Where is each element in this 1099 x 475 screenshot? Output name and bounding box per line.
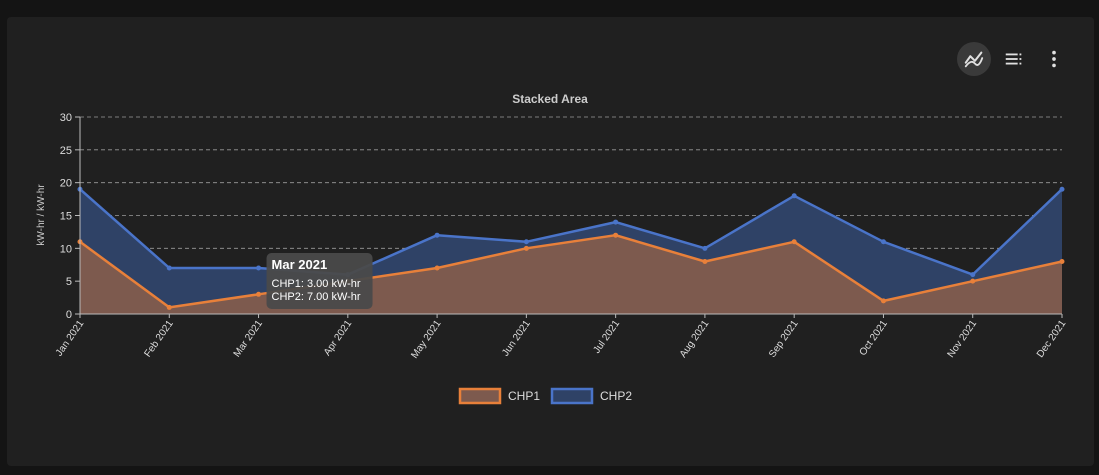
point-chp1[interactable] [791,239,797,245]
point-chp2[interactable] [523,239,529,245]
chart-toolbar [957,42,1071,76]
point-chp2[interactable] [970,272,976,278]
point-chp1[interactable] [1059,258,1065,264]
point-chp1[interactable] [434,265,440,271]
chart-type-button[interactable] [957,42,991,76]
point-chp1[interactable] [970,278,976,284]
tooltip-line: CHP2: 7.00 kW-hr [272,291,361,303]
point-chp1[interactable] [256,291,262,297]
x-tick-label: Nov 2021 [946,318,980,360]
line-chp1 [79,233,1063,309]
point-chp2[interactable] [880,239,886,245]
chart-type-icon [964,51,984,68]
point-chp2[interactable] [434,232,440,238]
x-tick-label: May 2021 [409,318,443,361]
legend-list-button[interactable] [997,42,1031,76]
chart-title: Stacked Area [512,92,588,106]
point-chp2[interactable] [613,219,619,225]
point-chp1[interactable] [166,304,172,310]
more-vert-icon [1052,50,1056,68]
point-chp1[interactable] [880,298,886,304]
legend-item-chp1[interactable]: CHP1 [458,387,540,405]
x-tick-label: Jan 2021 [54,318,87,358]
tooltip-box [266,253,373,309]
y-tick-label: 0 [66,309,72,321]
x-tick-label: Mar 2021 [232,318,265,359]
x-tick-label: Oct 2021 [858,318,891,358]
x-tick-label: Aug 2021 [678,318,712,360]
point-chp2[interactable] [702,245,708,251]
legend-swatch [550,387,594,405]
legend-swatch [458,387,502,405]
list-icon [1005,53,1022,65]
y-tick-label: 25 [60,145,72,157]
point-chp2[interactable] [791,193,797,199]
point-chp2[interactable] [1059,186,1065,192]
point-chp2[interactable] [166,265,172,271]
x-tick-label: Sep 2021 [767,318,801,360]
legend-label: CHP2 [600,389,632,403]
x-tick-label: Jul 2021 [591,318,622,356]
legend-label: CHP1 [508,389,540,403]
y-tick-label: 15 [60,211,72,223]
y-tick-label: 10 [60,243,72,255]
point-chp1[interactable] [613,232,619,238]
legend-item-chp2[interactable]: CHP2 [550,387,632,405]
y-tick-label: 5 [66,276,72,288]
point-chp1[interactable] [523,245,529,251]
y-tick-label: 20 [60,178,72,190]
point-chp1[interactable] [702,258,708,264]
tooltip-title: Mar 2021 [272,257,328,272]
point-chp2[interactable] [256,265,262,271]
line-chp2 [79,188,1063,276]
y-tick-label: 30 [60,112,72,124]
x-tick-label: Jun 2021 [500,318,533,358]
x-tick-label: Feb 2021 [142,318,175,359]
y-axis-label: kW-hr / kW-hr [36,184,47,246]
x-tick-label: Apr 2021 [322,318,355,358]
x-tick-label: Dec 2021 [1035,318,1069,360]
tooltip-line: CHP1: 3.00 kW-hr [272,278,361,290]
more-options-button[interactable] [1037,42,1071,76]
